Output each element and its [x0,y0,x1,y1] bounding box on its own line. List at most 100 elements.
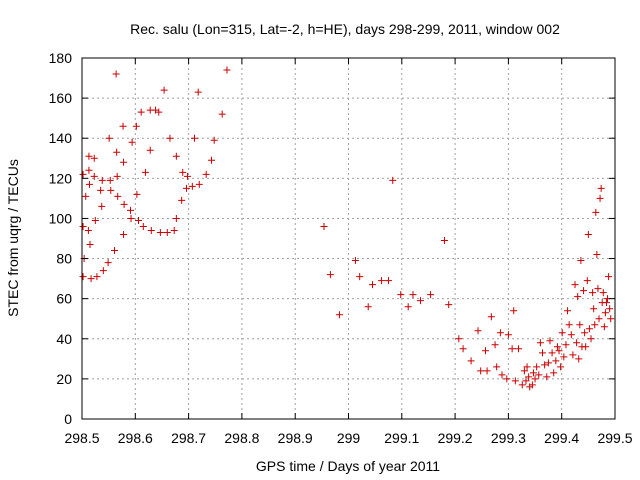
data-point [571,281,579,289]
data-point [79,170,87,178]
data-point [146,146,154,154]
data-point [607,315,615,323]
data-point [565,321,573,329]
data-point [533,363,541,371]
y-tick-label: 140 [49,130,73,146]
data-point [523,363,531,371]
data-point [580,287,588,295]
y-tick-label: 120 [49,170,73,186]
data-point [587,335,595,343]
data-point [364,303,372,311]
grid-lines [82,58,615,419]
data-point [515,345,523,353]
data-point [508,345,516,353]
data-point [606,305,614,313]
data-point [86,241,94,249]
data-point [543,373,551,381]
data-point [528,381,536,389]
data-point [459,345,467,353]
x-axis-label: GPS time / Days of year 2011 [256,458,440,474]
data-point [127,206,135,214]
x-tick-label: 298.6 [118,430,153,446]
data-point [569,351,577,359]
data-point [84,226,92,234]
data-point [574,293,582,301]
data-point [320,222,328,230]
data-point [166,134,174,142]
data-point [172,214,180,222]
data-point [139,222,147,230]
y-tick-label: 20 [56,371,72,387]
data-point [190,134,198,142]
data-point [577,257,585,265]
data-point [584,230,592,238]
data-point [590,305,598,313]
data-point [378,277,386,285]
data-point [557,363,565,371]
data-point [137,108,145,116]
data-point [445,301,453,309]
data-point [368,281,376,289]
data-point [106,176,114,184]
data-point [98,176,106,184]
data-point [582,343,590,351]
data-point [541,361,549,369]
data-point [440,237,448,245]
data-point [553,343,561,351]
data-point [518,381,526,389]
data-point [558,329,566,337]
data-point [120,158,128,166]
data-point [404,303,412,311]
data-point [427,291,435,299]
y-tick-label: 180 [49,50,73,66]
data-point [170,226,178,234]
data-point [599,289,607,297]
data-point [493,363,501,371]
data-point [496,329,504,337]
data-point [133,190,141,198]
x-tick-label: 298.7 [171,430,206,446]
data-point [127,214,135,222]
x-tick-label: 298.8 [224,430,259,446]
y-tick-label: 80 [56,251,72,267]
x-tick-label: 299.3 [491,430,526,446]
data-point [134,216,142,224]
data-point [564,307,572,315]
x-tick-label: 299.4 [544,430,579,446]
data-point [595,315,603,323]
data-point [498,371,506,379]
data-point [160,86,168,94]
data-point [356,273,364,281]
data-points [79,66,615,391]
data-point [112,70,120,78]
data-point [552,357,560,365]
data-point [389,176,397,184]
data-point [90,172,98,180]
y-tick-label: 160 [49,90,73,106]
data-point [536,339,544,347]
y-tick-label: 60 [56,291,72,307]
data-point [188,182,196,190]
data-point [585,325,593,333]
data-point [119,122,127,130]
data-point [544,359,552,367]
data-point [178,196,186,204]
data-point [184,172,192,180]
data-point [155,108,163,116]
data-point [548,349,556,357]
data-point [182,184,190,192]
data-point [141,168,149,176]
data-point [573,339,581,347]
data-point [525,373,533,381]
data-point [602,299,610,307]
data-point [529,369,537,377]
data-point [562,341,570,349]
data-point [335,311,343,319]
data-point [481,347,489,355]
data-point [99,267,107,275]
data-point [114,192,122,200]
data-point [132,122,140,130]
data-point [111,247,119,255]
data-point [467,357,475,365]
data-point [208,156,216,164]
